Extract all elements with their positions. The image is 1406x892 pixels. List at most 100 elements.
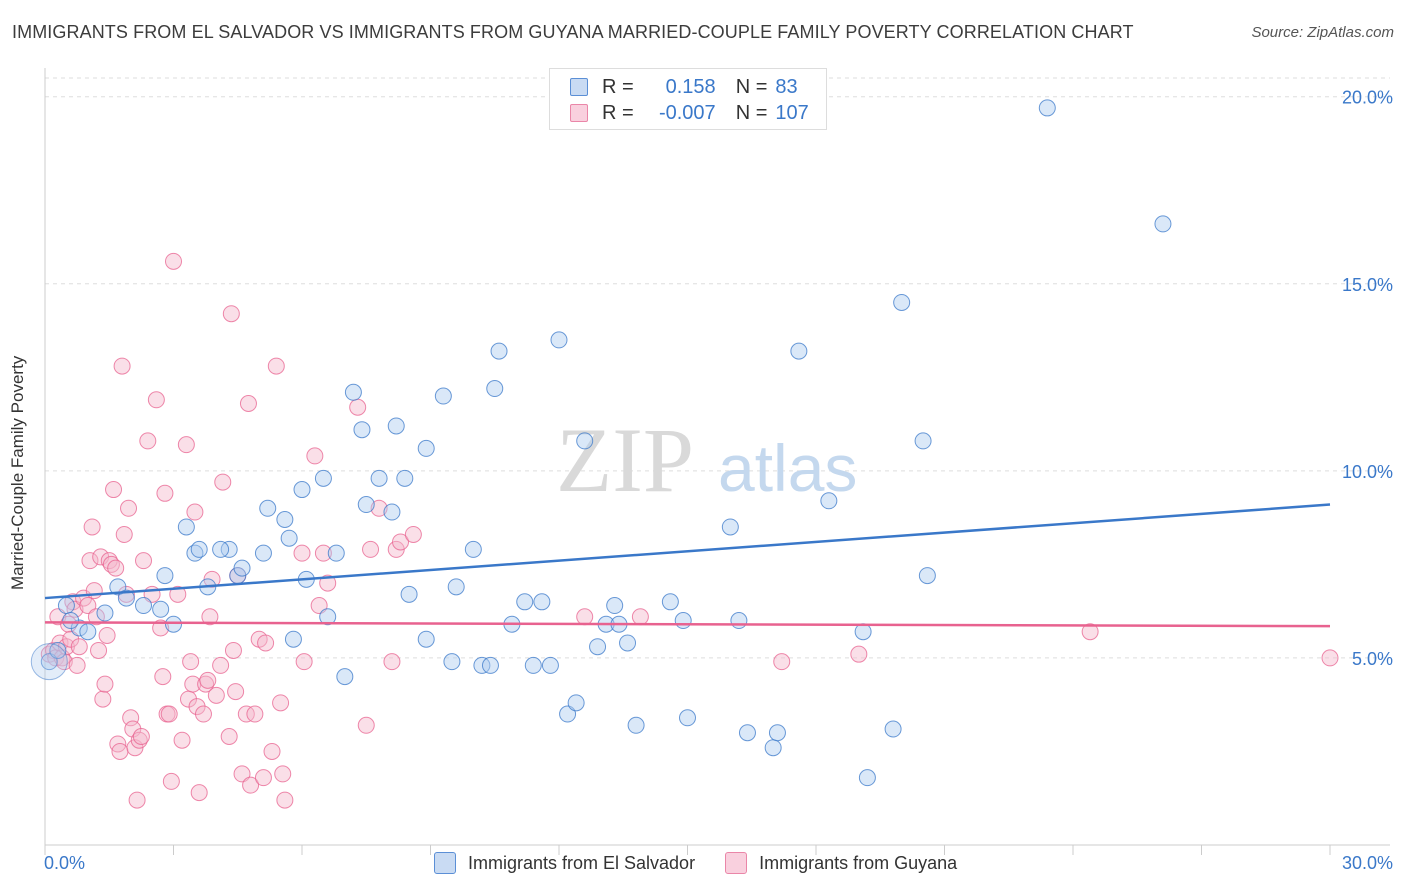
point-guyana xyxy=(169,585,187,603)
legend-row-el-salvador: R = 0.158 N = 83 xyxy=(570,75,798,99)
point-guyana xyxy=(96,675,114,693)
point-guyana xyxy=(139,432,157,450)
y-tick-label: 15.0% xyxy=(1342,275,1393,295)
point-guyana xyxy=(295,653,313,671)
point-guyana xyxy=(111,742,129,760)
source-credit: Source: ZipAtlas.com xyxy=(1251,24,1394,41)
point-guyana xyxy=(85,582,103,600)
point-el-salvador xyxy=(156,567,174,585)
point-guyana xyxy=(79,597,97,615)
point-guyana xyxy=(237,705,255,723)
point-el-salvador xyxy=(383,503,401,521)
point-guyana xyxy=(631,608,649,626)
watermark-atlas: atlas xyxy=(718,431,857,505)
legend-swatch-blue xyxy=(434,852,456,874)
point-el-salvador xyxy=(387,417,405,435)
point-guyana xyxy=(115,525,133,543)
point-guyana xyxy=(357,716,375,734)
point-el-salvador xyxy=(49,641,67,659)
point-el-salvador xyxy=(576,432,594,450)
legend-r-value: 0.158 xyxy=(665,75,716,98)
point-el-salvador xyxy=(464,540,482,558)
y-tick-label: 20.0% xyxy=(1342,88,1393,108)
point-el-salvador xyxy=(319,608,337,626)
point-el-salvador xyxy=(730,612,748,630)
point-el-salvador xyxy=(417,439,435,457)
point-guyana xyxy=(182,653,200,671)
point-el-salvador xyxy=(559,705,577,723)
trend-line-guyana xyxy=(44,621,1331,628)
point-el-salvador xyxy=(165,615,182,633)
x-tick-label: 0.0% xyxy=(44,853,85,873)
point-guyana xyxy=(162,772,180,790)
legend-n-value: 83 xyxy=(775,75,798,98)
legend-n-label: N = xyxy=(735,101,768,124)
point-guyana xyxy=(1081,623,1099,641)
point-guyana xyxy=(98,626,116,644)
legend-n-value: 107 xyxy=(775,101,809,124)
legend-label-guyana: Immigrants from Guyana xyxy=(759,852,958,873)
point-guyana xyxy=(773,653,791,671)
point-el-salvador xyxy=(152,600,170,618)
point-el-salvador xyxy=(627,716,645,734)
point-el-salvador xyxy=(481,656,499,674)
point-guyana xyxy=(293,544,311,562)
point-el-salvador xyxy=(486,380,504,398)
point-guyana xyxy=(194,705,212,723)
chart-title: IMMIGRANTS FROM EL SALVADOR VS IMMIGRANT… xyxy=(12,22,1134,42)
point-guyana xyxy=(404,525,422,543)
point-guyana xyxy=(135,552,153,570)
point-el-salvador xyxy=(550,331,568,349)
point-guyana xyxy=(254,769,272,787)
point-guyana xyxy=(132,727,150,745)
point-guyana xyxy=(90,641,108,659)
point-el-salvador xyxy=(177,518,195,536)
point-guyana xyxy=(87,608,105,626)
point-guyana xyxy=(220,727,238,745)
point-el-salvador xyxy=(396,469,414,487)
point-el-salvador xyxy=(259,499,277,517)
point-guyana xyxy=(173,731,191,749)
point-guyana xyxy=(310,597,328,615)
point-guyana xyxy=(201,608,219,626)
series-legend: Immigrants from El Salvador Immigrants f… xyxy=(434,852,987,874)
point-guyana xyxy=(239,395,257,413)
point-el-salvador xyxy=(589,638,607,656)
legend-r-label: R = xyxy=(602,101,634,124)
point-guyana xyxy=(576,608,594,626)
point-guyana xyxy=(107,559,125,577)
trend-line-el-salvador xyxy=(44,503,1331,600)
point-guyana xyxy=(263,742,281,760)
stats-legend: R = 0.158 N = 83 R = -0.007 N = 107 xyxy=(549,68,827,130)
point-el-salvador xyxy=(327,544,345,562)
point-el-salvador xyxy=(357,496,375,514)
point-guyana xyxy=(227,683,245,701)
point-el-salvador xyxy=(79,623,97,641)
point-el-salvador xyxy=(443,653,461,671)
point-el-salvador xyxy=(293,481,311,499)
y-tick-label: 5.0% xyxy=(1352,649,1393,669)
point-guyana xyxy=(66,600,84,618)
point-guyana xyxy=(122,709,140,727)
point-el-salvador xyxy=(344,383,362,401)
point-guyana xyxy=(272,694,290,712)
point-el-salvador xyxy=(764,739,782,757)
point-guyana xyxy=(850,645,868,663)
watermark-zip: ZIP xyxy=(556,409,694,511)
point-el-salvador xyxy=(619,634,637,652)
point-guyana xyxy=(383,653,401,671)
watermark: ZIP atlas xyxy=(556,409,857,511)
point-el-salvador xyxy=(533,593,551,611)
point-guyana xyxy=(156,484,174,502)
point-guyana xyxy=(177,436,195,454)
legend-item-el-salvador: Immigrants from El Salvador xyxy=(434,852,695,874)
point-guyana xyxy=(306,447,324,465)
legend-r-label: R = xyxy=(602,75,634,98)
point-el-salvador xyxy=(679,709,696,727)
point-guyana xyxy=(274,765,292,783)
point-el-salvador xyxy=(567,694,585,712)
point-el-salvador xyxy=(473,656,491,674)
point-el-salvador xyxy=(370,469,388,487)
point-guyana xyxy=(147,391,165,409)
